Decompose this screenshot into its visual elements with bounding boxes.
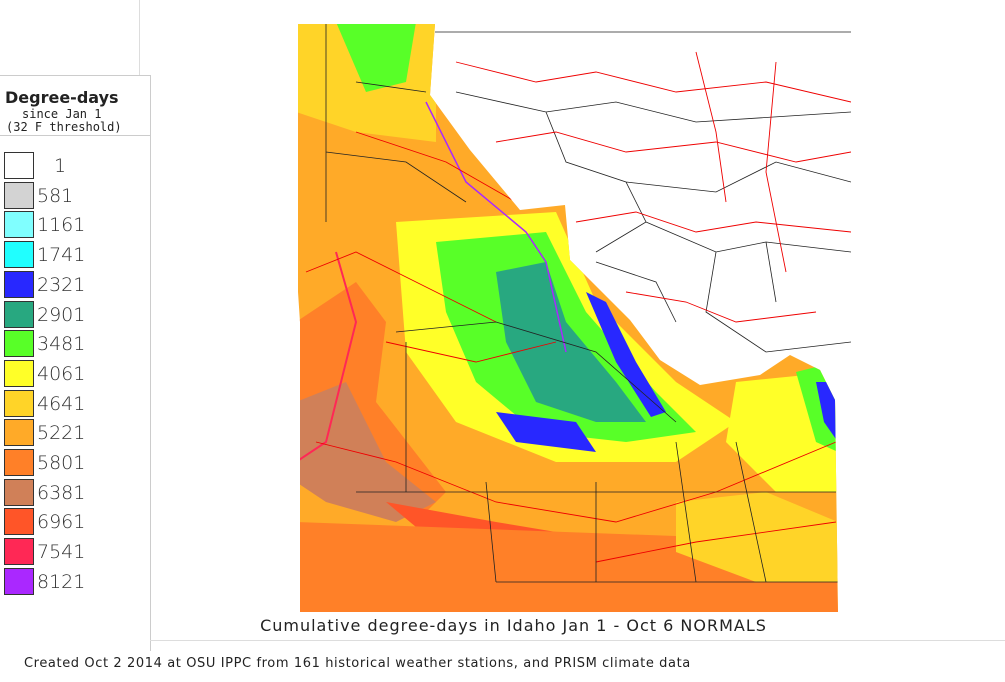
- legend-item: 5801: [4, 449, 144, 479]
- legend-swatch: [4, 300, 34, 328]
- legend-swatch: [4, 478, 34, 506]
- legend-item: 2901: [4, 300, 144, 331]
- legend-item: 4641: [4, 389, 144, 420]
- legend-label: 6961: [37, 511, 86, 534]
- county-boundaries: [325, 24, 838, 583]
- legend-swatch: [4, 152, 34, 179]
- divider: [139, 0, 140, 75]
- legend-item: 8121: [4, 567, 144, 598]
- legend-swatch: [4, 211, 34, 239]
- legend-item: 2321: [4, 270, 144, 301]
- legend-swatch: [4, 449, 34, 476]
- credit-footer: Created Oct 2 2014 at OSU IPPC from 161 …: [24, 656, 691, 671]
- legend-item: 7541: [4, 538, 144, 568]
- county-boundaries: [435, 31, 851, 353]
- map-title: Cumulative degree-days in Idaho Jan 1 - …: [260, 616, 767, 635]
- legend-item: 1161: [4, 211, 144, 241]
- legend-label: 6381: [37, 481, 86, 504]
- divider: [150, 640, 1005, 641]
- legend-swatch: [4, 270, 34, 298]
- legend-label: 7541: [37, 541, 86, 564]
- legend-label: 4061: [37, 362, 86, 385]
- legend-item: 6961: [4, 508, 144, 538]
- legend-swatch: [4, 181, 34, 209]
- legend-label: 4641: [37, 392, 86, 415]
- legend-item: 581: [4, 181, 144, 212]
- legend-swatch: [4, 330, 34, 358]
- roads: [455, 51, 851, 323]
- legend-swatch: [4, 389, 34, 417]
- legend-swatch: [4, 241, 34, 269]
- legend-subtitle: since Jan 1: [22, 107, 102, 121]
- legend-swatch: [4, 359, 34, 387]
- legend-item: 1741: [4, 241, 144, 271]
- legend-label: 3481: [37, 333, 86, 356]
- idaho-degree-day-map: [298, 24, 851, 612]
- idaho-state: [298, 24, 838, 612]
- legend-label: 1741: [37, 244, 86, 267]
- legend-swatch: [4, 567, 34, 595]
- legend-label: 2901: [37, 303, 86, 326]
- legend-swatch: [4, 538, 34, 566]
- legend-swatch: [4, 508, 34, 536]
- legend: Degree-days since Jan 1 (32 F threshold)…: [0, 75, 151, 651]
- legend-item: 5221: [4, 419, 144, 449]
- legend-label: 2321: [37, 273, 86, 296]
- legend-label: 5801: [37, 452, 86, 474]
- legend-label: 5221: [37, 422, 86, 445]
- legend-label: 8121: [37, 570, 86, 593]
- legend-item: 4061: [4, 359, 144, 390]
- legend-label: 581: [37, 184, 74, 207]
- roads: [305, 131, 837, 563]
- legend-label: 1161: [37, 214, 86, 237]
- legend-title: Degree-days: [5, 88, 119, 107]
- legend-item: 3481: [4, 330, 144, 360]
- legend-item: 1: [4, 152, 144, 182]
- legend-label: 1: [54, 155, 67, 177]
- legend-item: 6381: [4, 478, 144, 509]
- legend-threshold: (32 F threshold): [6, 120, 122, 134]
- divider: [0, 135, 150, 136]
- legend-swatch: [4, 419, 34, 447]
